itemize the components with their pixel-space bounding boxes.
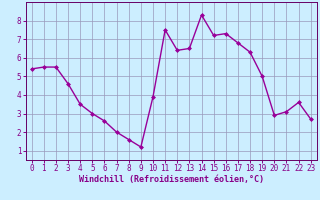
X-axis label: Windchill (Refroidissement éolien,°C): Windchill (Refroidissement éolien,°C): [79, 175, 264, 184]
